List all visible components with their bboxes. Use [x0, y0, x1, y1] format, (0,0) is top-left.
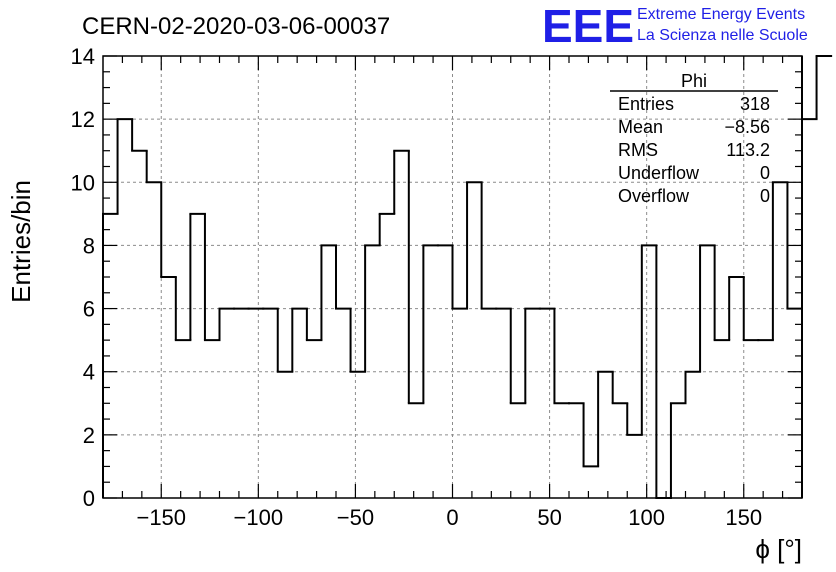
x-tick-label: −50 — [337, 505, 374, 530]
stats-box: Phi Entries 318 Mean −8.56 RMS 113.2 Underflow… — [610, 71, 778, 206]
y-tick-label: 14 — [71, 44, 95, 69]
x-tick-label: 100 — [628, 505, 665, 530]
x-tick-label: −100 — [234, 505, 284, 530]
stats-row-value: −8.56 — [724, 117, 770, 137]
logo-line-2: La Scienza nelle Scuole — [637, 27, 808, 44]
x-tick-label: 50 — [537, 505, 561, 530]
histogram-steps — [102, 55, 833, 499]
stats-title: Phi — [681, 71, 707, 91]
x-tick-label: 150 — [725, 505, 762, 530]
eee-logo: EEE Extreme Energy Events La Scienza nel… — [542, 0, 808, 52]
stats-row-label: RMS — [618, 140, 658, 160]
stats-row-value: 0 — [760, 186, 770, 206]
y-tick-label: 4 — [83, 360, 95, 385]
x-tick-label: 0 — [446, 505, 458, 530]
logo-line-1: Extreme Energy Events — [637, 6, 805, 23]
stats-row-label: Underflow — [618, 163, 700, 183]
x-axis-label: ϕ [°] — [755, 534, 802, 564]
y-tick-label: 2 — [83, 423, 95, 448]
y-tick-label: 6 — [83, 297, 95, 322]
x-tick-label: −150 — [136, 505, 186, 530]
run-title: CERN-02-2020-03-06-00037 — [82, 13, 390, 40]
grid-lines — [103, 56, 802, 498]
stats-row-value: 0 — [760, 163, 770, 183]
stats-row-label: Overflow — [618, 186, 690, 206]
stats-row-value: 113.2 — [726, 140, 770, 160]
y-tick-label: 8 — [83, 233, 95, 258]
stats-row-label: Entries — [618, 94, 674, 114]
stats-row-label: Mean — [618, 117, 663, 137]
logo-mark: EEE — [542, 0, 634, 52]
stats-row-value: 318 — [740, 94, 770, 114]
y-tick-label: 10 — [71, 170, 95, 195]
axis-ticks — [103, 55, 802, 499]
y-tick-label: 12 — [71, 107, 95, 132]
y-tick-label: 0 — [83, 486, 95, 511]
tick-labels: −150 −100 −50 0 50 100 150 0 2 4 6 8 10 12 14 — [71, 44, 763, 530]
y-axis-label: Entries/bin — [6, 180, 36, 303]
